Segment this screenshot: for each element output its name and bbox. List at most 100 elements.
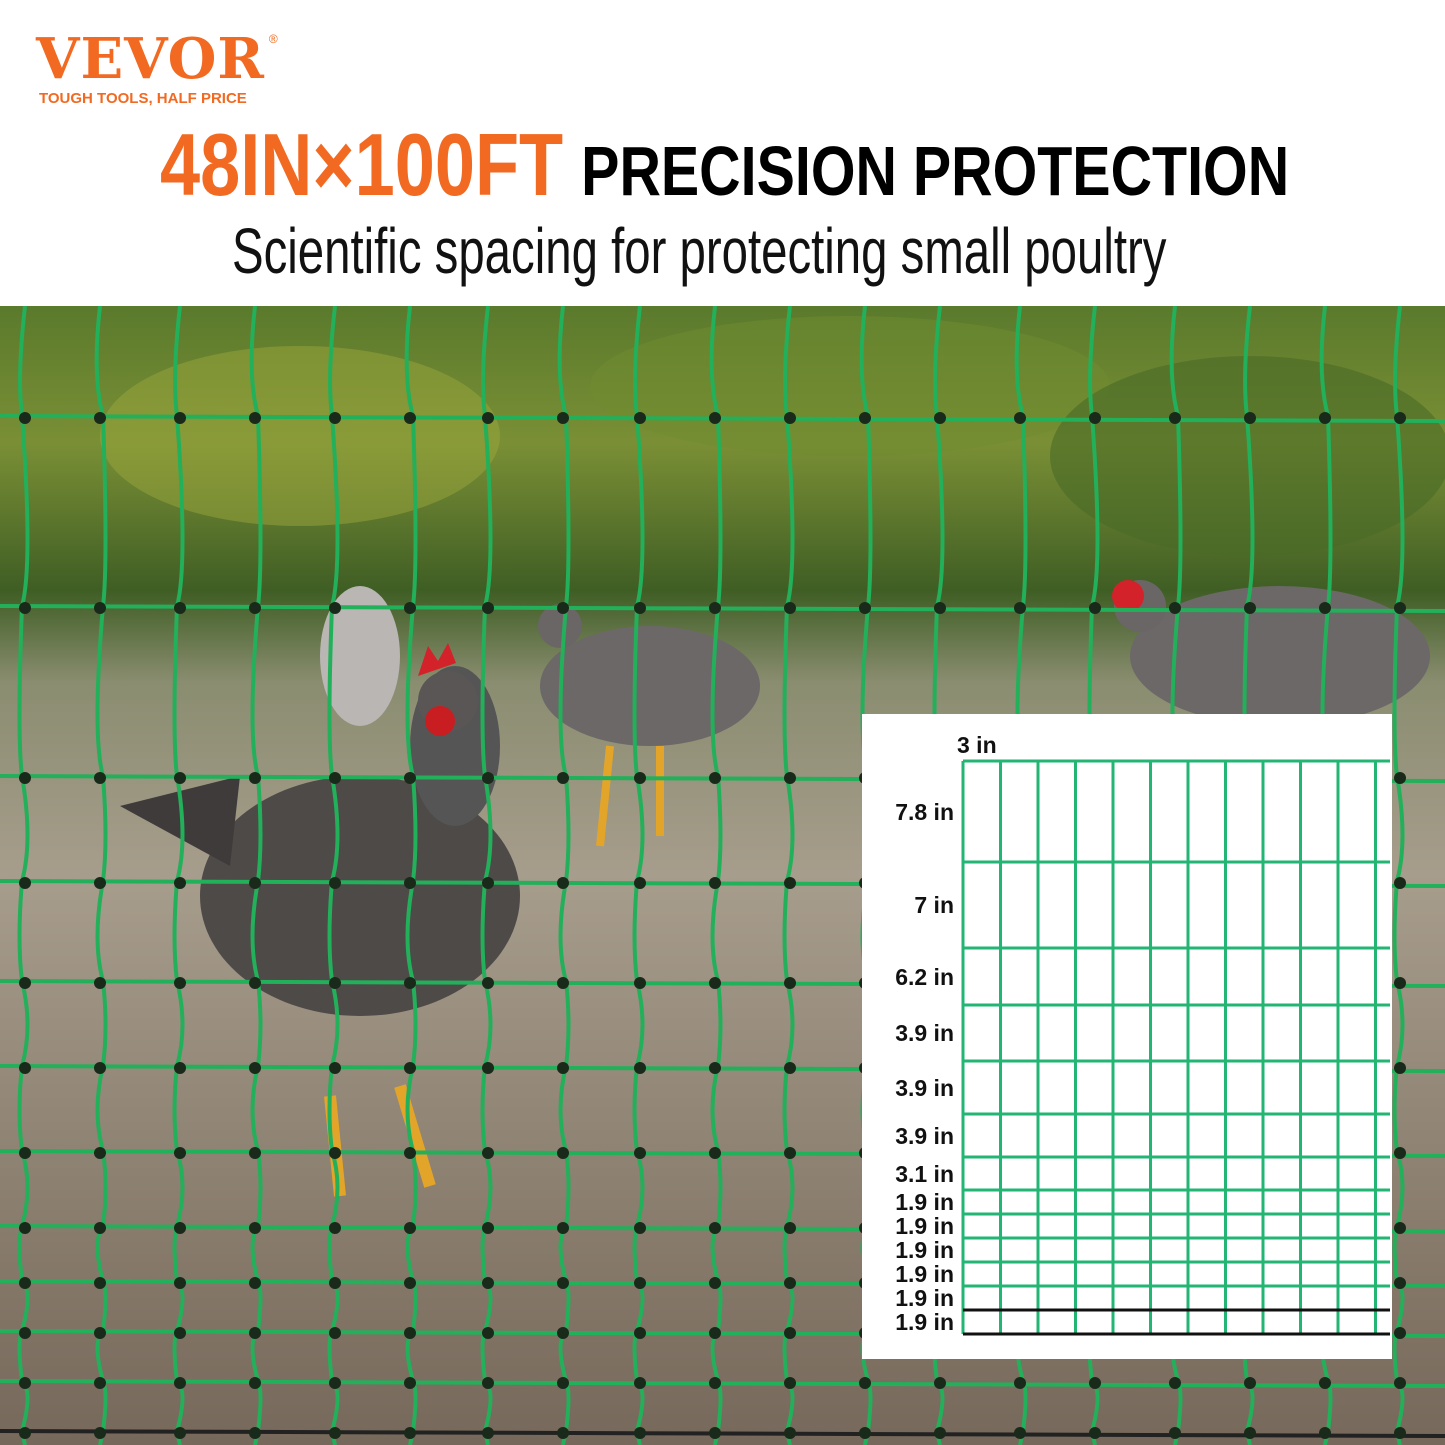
net-knot: [404, 772, 416, 784]
vertical-spacing-label: 3.9 in: [895, 1122, 954, 1149]
net-knot: [557, 1222, 569, 1234]
net-horizontal-strand: [0, 1379, 1445, 1388]
net-vertical-strand: [709, 306, 723, 1445]
net-knot: [94, 772, 106, 784]
net-knot: [19, 1427, 31, 1439]
net-knot: [709, 772, 721, 784]
vertical-spacing-label: 1.9 in: [895, 1261, 954, 1287]
headline-text: PRECISION PROTECTION: [581, 132, 1290, 210]
net-knot: [634, 1222, 646, 1234]
net-knot: [249, 1377, 261, 1389]
net-knot: [709, 1277, 721, 1289]
net-knot: [557, 1277, 569, 1289]
net-knot: [1014, 412, 1026, 424]
net-knot: [1014, 1377, 1026, 1389]
net-knot: [784, 877, 796, 889]
net-knot: [709, 977, 721, 989]
logo-tagline: TOUGH TOOLS, HALF PRICE: [39, 90, 247, 107]
net-knot: [482, 877, 494, 889]
net-knot: [634, 1377, 646, 1389]
net-knot: [174, 1277, 186, 1289]
headline: 48IN×100FT PRECISION PROTECTION: [160, 120, 1290, 211]
net-knot: [1394, 1147, 1406, 1159]
net-knot: [249, 1427, 261, 1439]
net-knot: [859, 1427, 871, 1439]
net-knot: [1014, 602, 1026, 614]
net-knot: [557, 1327, 569, 1339]
net-knot: [784, 1427, 796, 1439]
net-knot: [329, 602, 341, 614]
net-knot: [329, 1377, 341, 1389]
net-knot: [557, 1377, 569, 1389]
net-vertical-strand: [404, 306, 418, 1445]
net-knot: [94, 1222, 106, 1234]
net-knot: [1319, 1377, 1331, 1389]
vertical-spacing-label: 1.9 in: [895, 1237, 954, 1263]
net-knot: [329, 1327, 341, 1339]
net-vertical-strand: [782, 306, 795, 1445]
net-knot: [859, 602, 871, 614]
net-knot: [404, 977, 416, 989]
vertical-spacing-label: 1.9 in: [895, 1309, 954, 1335]
net-knot: [634, 602, 646, 614]
net-knot: [482, 412, 494, 424]
net-knot: [634, 1062, 646, 1074]
net-knot: [174, 877, 186, 889]
net-knot: [174, 1427, 186, 1439]
net-knot: [19, 1377, 31, 1389]
net-knot: [94, 1427, 106, 1439]
vertical-spacing-label: 1.9 in: [895, 1189, 954, 1215]
net-knot: [329, 1062, 341, 1074]
net-knot: [709, 877, 721, 889]
net-knot: [557, 1427, 569, 1439]
vertical-spacing-label: 7 in: [914, 892, 954, 918]
net-knot: [709, 1147, 721, 1159]
net-knot: [784, 1327, 796, 1339]
net-knot: [404, 1147, 416, 1159]
net-knot: [174, 772, 186, 784]
net-knot: [174, 412, 186, 424]
net-vertical-strand: [632, 306, 645, 1445]
net-knot: [859, 412, 871, 424]
net-knot: [784, 1062, 796, 1074]
net-knot: [19, 877, 31, 889]
net-knot: [709, 1062, 721, 1074]
spacing-grid: [961, 759, 1390, 1336]
net-knot: [249, 602, 261, 614]
net-knot: [19, 1327, 31, 1339]
net-knot: [249, 1277, 261, 1289]
net-knot: [1394, 772, 1406, 784]
net-knot: [404, 412, 416, 424]
net-knot: [1394, 877, 1406, 889]
net-knot: [1394, 602, 1406, 614]
net-knot: [1394, 977, 1406, 989]
subtitle: Scientific spacing for protecting small …: [232, 215, 1167, 287]
net-knot: [19, 1147, 31, 1159]
net-knot: [94, 602, 106, 614]
net-knot: [94, 877, 106, 889]
net-knot: [329, 977, 341, 989]
horizontal-spacing-label: 3 in: [957, 732, 997, 758]
vertical-spacing-label: 3.1 in: [895, 1160, 954, 1187]
net-knot: [784, 977, 796, 989]
net-knot: [329, 772, 341, 784]
vertical-spacing-label: 3.9 in: [895, 1074, 954, 1101]
net-knot: [1394, 1377, 1406, 1389]
net-knot: [1169, 412, 1181, 424]
net-knot: [482, 602, 494, 614]
net-knot: [1244, 602, 1256, 614]
net-knot: [404, 1427, 416, 1439]
registered-mark: ®: [268, 32, 278, 46]
net-knot: [174, 602, 186, 614]
net-knot: [1169, 602, 1181, 614]
net-knot: [784, 602, 796, 614]
net-knot: [94, 1327, 106, 1339]
net-knot: [329, 1427, 341, 1439]
net-vertical-strand: [557, 306, 571, 1445]
net-knot: [404, 1062, 416, 1074]
net-knot: [482, 1377, 494, 1389]
net-knot: [934, 412, 946, 424]
spacing-diagram: 3 in 7.8 in 7 in 6.2 in 3.9 in 3.9 in 3.9 in 3…: [862, 714, 1392, 1359]
net-vertical-strand: [480, 306, 493, 1445]
net-knot: [249, 412, 261, 424]
